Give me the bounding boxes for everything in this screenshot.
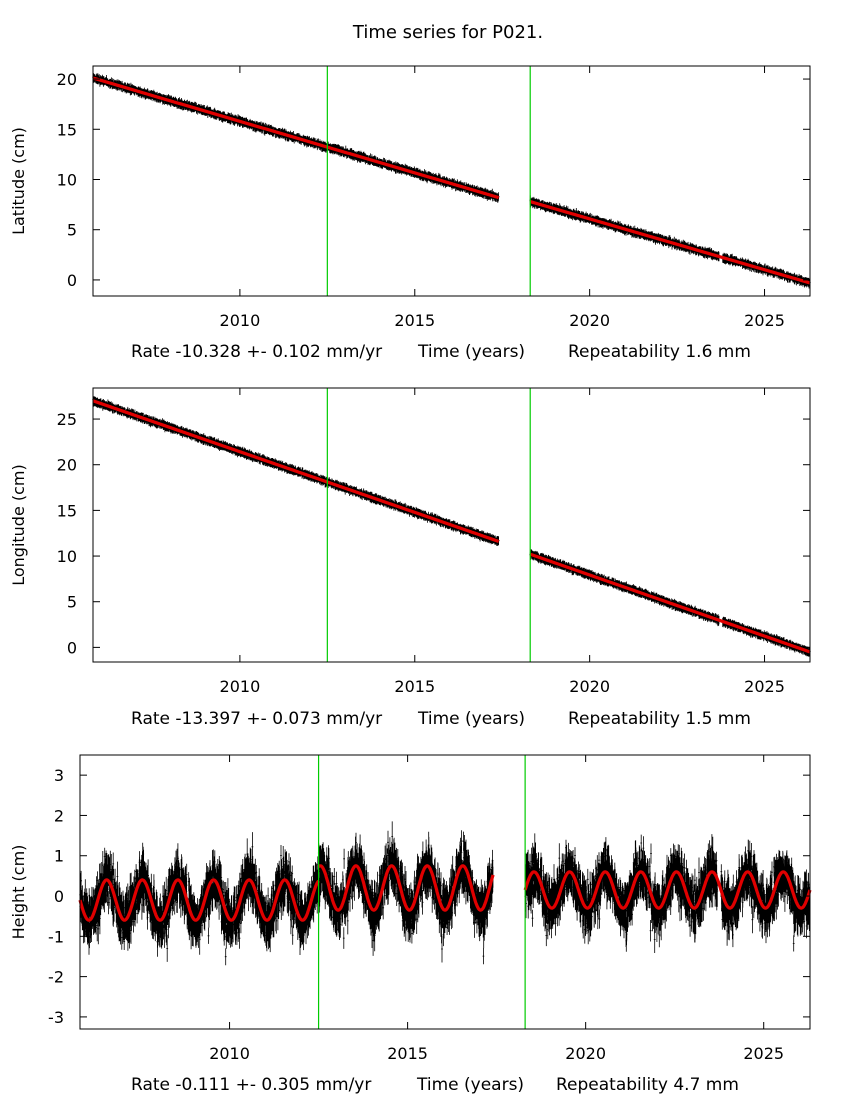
height-model-curve-3 bbox=[523, 870, 812, 910]
latitude-ytick-label: 15 bbox=[57, 120, 77, 139]
height-xtick-label: 2010 bbox=[209, 1044, 250, 1063]
height-xtick-label: 2020 bbox=[565, 1044, 606, 1063]
height-rate-caption: Rate -0.111 +- 0.305 mm/yr bbox=[131, 1075, 371, 1095]
height-ytick-label: -3 bbox=[48, 1008, 64, 1027]
height-repeatability-caption: Repeatability 4.7 mm bbox=[556, 1075, 739, 1095]
height-ytick-label: -2 bbox=[48, 968, 64, 987]
longitude-model-curve-2 bbox=[529, 552, 812, 654]
latitude-data-points bbox=[92, 73, 811, 289]
latitude-ytick-label: 0 bbox=[67, 271, 77, 290]
longitude-rate-caption: Rate -13.397 +- 0.073 mm/yr bbox=[131, 709, 382, 729]
longitude-ytick-label: 20 bbox=[57, 456, 77, 475]
longitude-xtick-label: 2020 bbox=[569, 677, 610, 696]
height-panel: Height (cm) Rate -0.111 +- 0.305 mm/yr T… bbox=[9, 754, 812, 1095]
height-ytick-label: 2 bbox=[54, 806, 64, 825]
latitude-xtick-label: 2015 bbox=[394, 311, 435, 330]
latitude-panel: Latitude (cm) Rate -10.328 +- 0.102 mm/y… bbox=[9, 65, 812, 362]
longitude-xtick-label: 2010 bbox=[220, 677, 261, 696]
latitude-repeatability-caption: Repeatability 1.6 mm bbox=[568, 342, 751, 362]
longitude-xtick-label: 2025 bbox=[744, 677, 785, 696]
latitude-xtick-label: 2010 bbox=[220, 311, 261, 330]
latitude-ytick-label: 20 bbox=[57, 70, 77, 89]
latitude-error-bars bbox=[92, 73, 811, 289]
height-ytick-label: 1 bbox=[54, 847, 64, 866]
latitude-xtick-label: 2025 bbox=[744, 311, 785, 330]
height-plot-frame bbox=[79, 754, 811, 1030]
height-ytick-label: 0 bbox=[54, 887, 64, 906]
height-model-curve-2 bbox=[317, 864, 495, 912]
height-y-label: Height (cm) bbox=[9, 845, 28, 940]
longitude-ytick-label: 0 bbox=[67, 638, 77, 657]
longitude-x-label: Time (years) bbox=[417, 709, 525, 729]
longitude-y-label: Longitude (cm) bbox=[9, 464, 28, 586]
height-ytick-label: 3 bbox=[54, 766, 64, 785]
latitude-x-label: Time (years) bbox=[417, 342, 525, 362]
longitude-ytick-label: 25 bbox=[57, 410, 77, 429]
longitude-repeatability-caption: Repeatability 1.5 mm bbox=[568, 709, 751, 729]
latitude-model-curve-2 bbox=[529, 200, 812, 285]
longitude-panel: Longitude (cm) Rate -13.397 +- 0.073 mm/… bbox=[9, 387, 812, 729]
latitude-y-label: Latitude (cm) bbox=[9, 127, 28, 235]
longitude-ytick-label: 15 bbox=[57, 501, 77, 520]
height-xtick-label: 2015 bbox=[387, 1044, 428, 1063]
height-x-label: Time (years) bbox=[416, 1075, 524, 1095]
height-ytick-label: -1 bbox=[48, 927, 64, 946]
latitude-rate-caption: Rate -10.328 +- 0.102 mm/yr bbox=[131, 342, 382, 362]
latitude-ytick-label: 10 bbox=[57, 170, 77, 189]
longitude-ytick-label: 10 bbox=[57, 547, 77, 566]
latitude-model-curve-1 bbox=[92, 76, 500, 200]
latitude-ytick-label: 5 bbox=[67, 221, 77, 240]
longitude-model-curve-1 bbox=[92, 399, 500, 543]
latitude-plot-frame bbox=[92, 65, 811, 297]
figure-title: Time series for P021. bbox=[352, 22, 543, 43]
height-xtick-label: 2025 bbox=[743, 1044, 784, 1063]
longitude-plot-frame bbox=[92, 387, 811, 663]
longitude-xtick-label: 2015 bbox=[394, 677, 435, 696]
longitude-ytick-label: 5 bbox=[67, 593, 77, 612]
latitude-xtick-label: 2020 bbox=[569, 311, 610, 330]
height-model-curve-1 bbox=[78, 878, 320, 922]
